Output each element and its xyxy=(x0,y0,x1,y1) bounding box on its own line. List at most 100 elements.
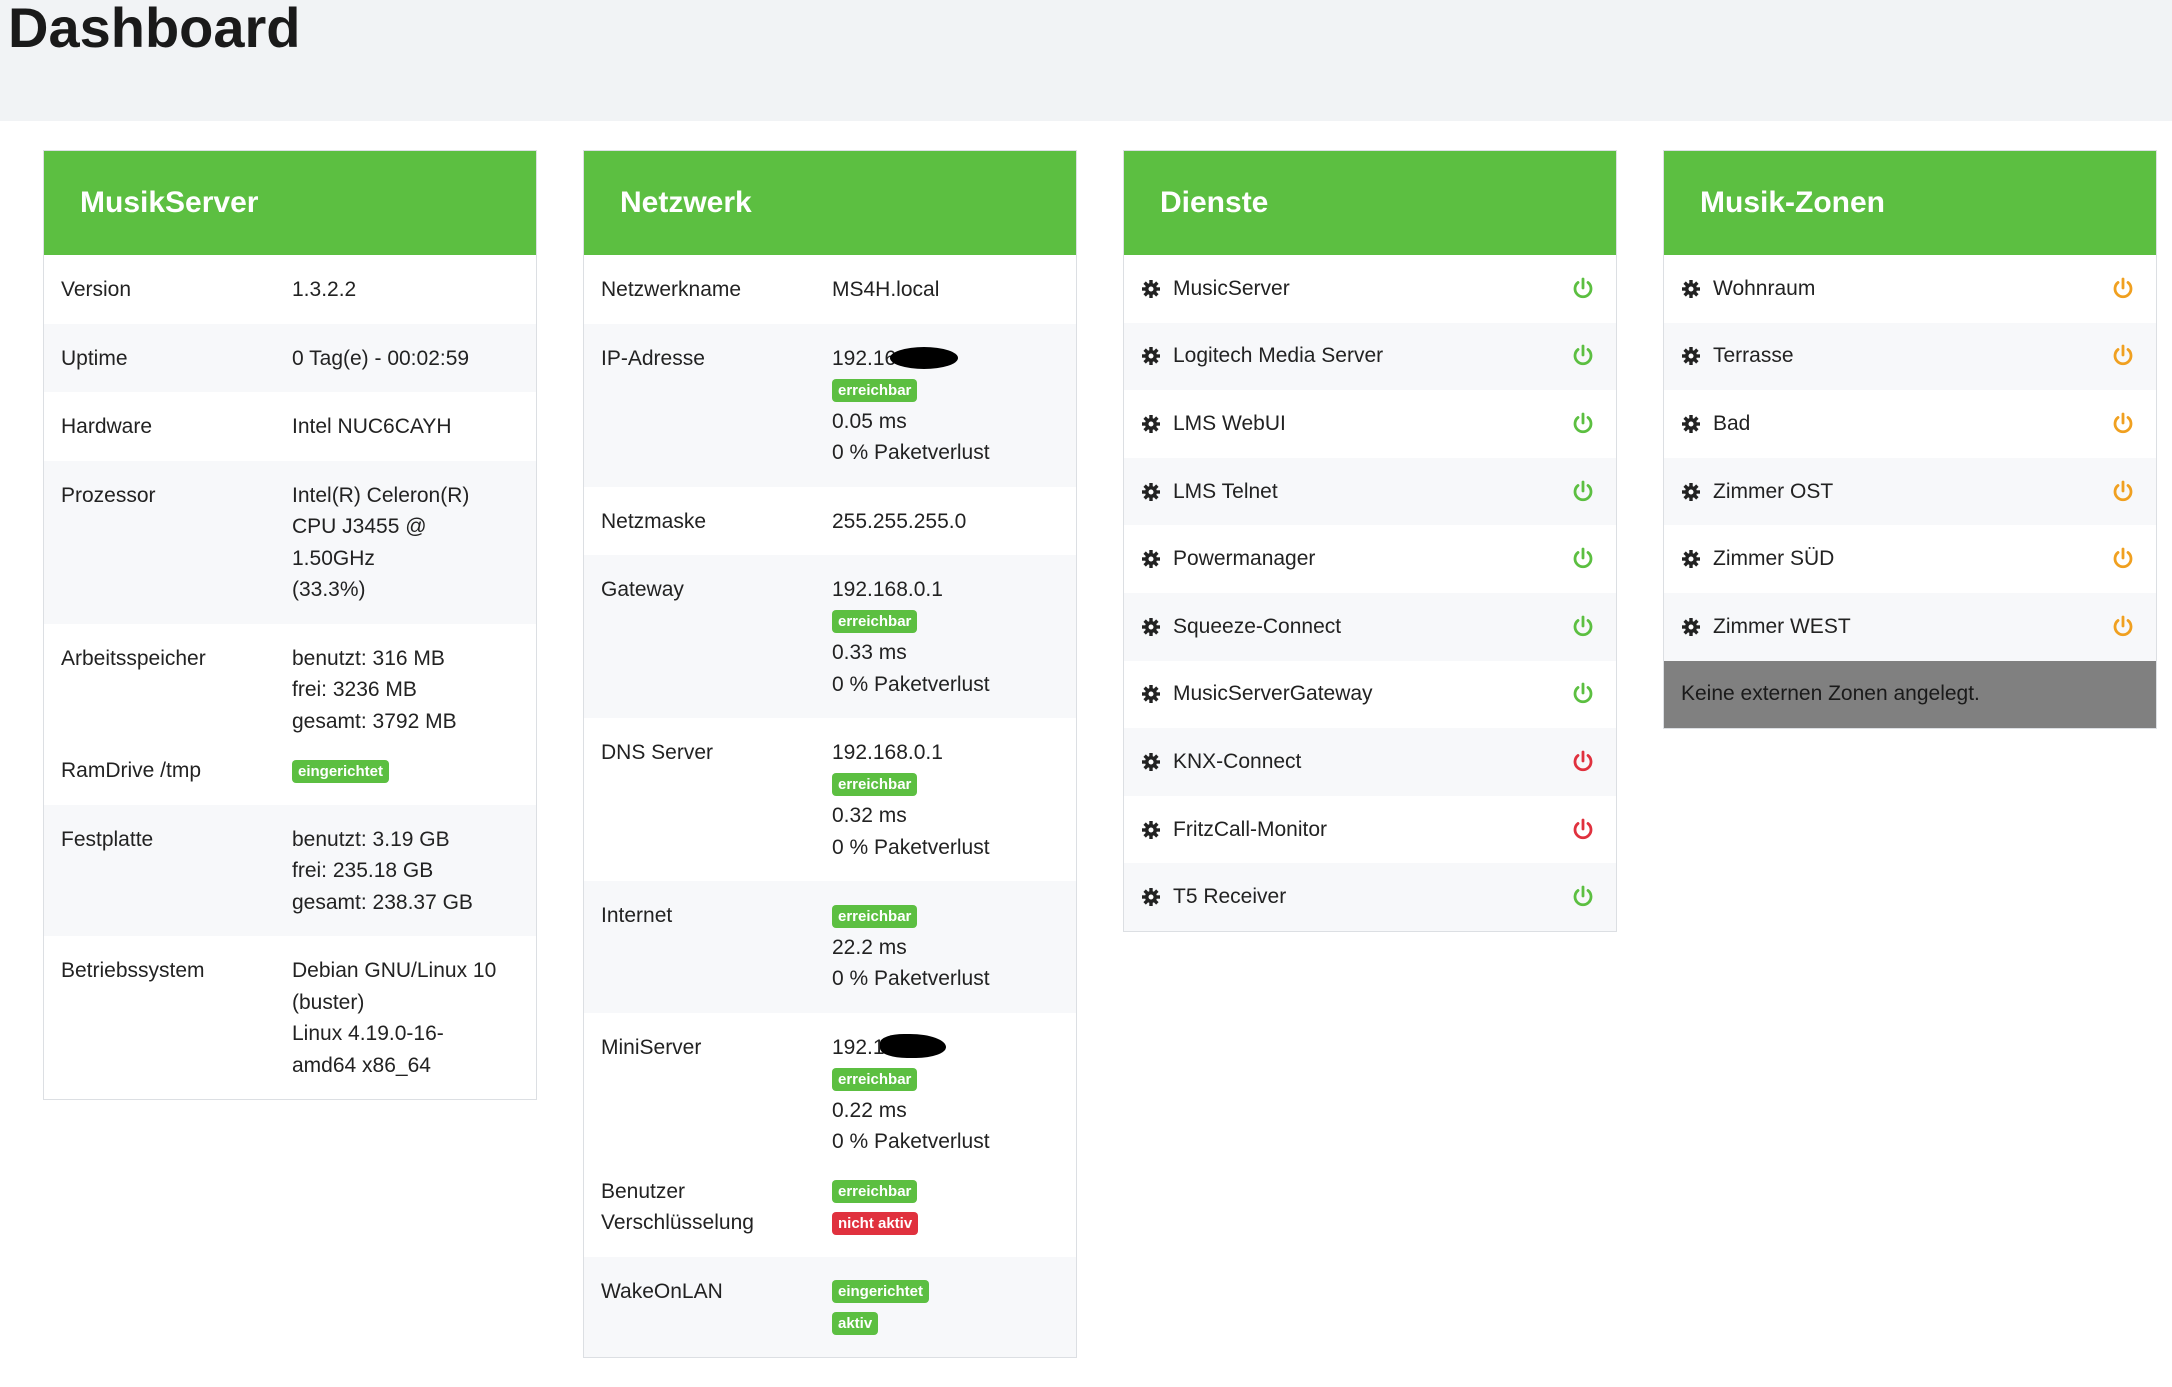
net-row-wakeonlan: WakeOnLAN eingerichtet aktiv xyxy=(584,1256,1076,1357)
power-icon[interactable] xyxy=(1570,411,1596,437)
packet-loss-value: 0 % Paketverlust xyxy=(832,672,990,696)
info-label: Prozessor xyxy=(61,483,156,507)
info-value: Intel NUC6CAYH xyxy=(292,415,452,438)
power-icon[interactable] xyxy=(1570,681,1596,707)
info-value: benutzt: 3.19 GB xyxy=(292,827,450,851)
status-badge: eingerichtet xyxy=(832,1280,930,1304)
gear-icon[interactable] xyxy=(1681,346,1701,366)
info-label: WakeOnLAN xyxy=(601,1279,723,1303)
service-name: MusicServerGateway xyxy=(1173,682,1373,706)
service-row[interactable]: LMS Telnet xyxy=(1124,457,1616,526)
power-icon[interactable] xyxy=(2110,614,2136,640)
service-name: KNX-Connect xyxy=(1173,749,1302,773)
info-value: benutzt: 316 MB xyxy=(292,646,445,670)
redaction-mark xyxy=(890,346,958,369)
gear-icon[interactable] xyxy=(1141,549,1161,569)
net-row-miniserver: MiniServer 192.16 erreichbar 0.22 ms 0 %… xyxy=(584,1013,1076,1176)
gear-icon[interactable] xyxy=(1141,279,1161,299)
info-label: Netzwerkname xyxy=(601,278,742,301)
power-icon[interactable] xyxy=(1570,479,1596,505)
power-icon[interactable] xyxy=(1570,343,1596,369)
service-row[interactable]: LMS WebUI xyxy=(1124,390,1616,458)
power-icon[interactable] xyxy=(2110,479,2136,505)
power-icon[interactable] xyxy=(2110,546,2136,572)
gear-icon[interactable] xyxy=(1681,482,1701,502)
dienste-card-title: Dienste xyxy=(1160,186,1269,219)
service-name: LMS Telnet xyxy=(1173,479,1278,503)
service-row[interactable]: KNX-Connect xyxy=(1124,728,1616,796)
power-icon[interactable] xyxy=(2110,343,2136,369)
gear-icon[interactable] xyxy=(1141,752,1161,772)
latency-value: 0.32 ms xyxy=(832,804,907,827)
zone-row[interactable]: Zimmer WEST xyxy=(1664,592,2156,661)
gear-icon[interactable] xyxy=(1681,617,1701,637)
status-badge: aktiv xyxy=(832,1311,879,1335)
musikserver-card-title: MusikServer xyxy=(80,186,259,219)
power-icon[interactable] xyxy=(1570,749,1596,775)
info-row-uptime: Uptime 0 Tag(e) - 00:02:59 xyxy=(44,323,536,392)
zone-row[interactable]: Wohnraum xyxy=(1664,255,2156,323)
info-label: MiniServer xyxy=(601,1035,702,1059)
power-icon[interactable] xyxy=(1570,884,1596,910)
info-row-prozessor: Prozessor Intel(R) Celeron(R) CPU J3455 … xyxy=(44,460,536,624)
gear-icon[interactable] xyxy=(1681,549,1701,569)
service-row[interactable]: FritzCall-Monitor xyxy=(1124,796,1616,864)
status-badge: erreichbar xyxy=(832,610,918,634)
info-value: Intel(R) Celeron(R) xyxy=(292,483,470,507)
status-badge: nicht aktiv xyxy=(832,1211,919,1235)
info-label: Arbeitsspeicher xyxy=(61,646,206,670)
gear-icon[interactable] xyxy=(1141,887,1161,907)
gear-icon[interactable] xyxy=(1141,617,1161,637)
zone-name: Zimmer OST xyxy=(1713,479,1834,503)
zonen-card: Musik-Zonen Wohnraum Terrasse Bad Zimmer OS… xyxy=(1663,150,2157,729)
zone-row[interactable]: Terrasse xyxy=(1664,322,2156,391)
power-icon[interactable] xyxy=(1570,276,1596,302)
power-icon[interactable] xyxy=(2110,411,2136,437)
zonen-card-title: Musik-Zonen xyxy=(1700,186,1885,219)
info-row-version: Version 1.3.2.2 xyxy=(44,255,536,324)
zone-list: Wohnraum Terrasse Bad Zimmer OST Zimmer SÜD Z… xyxy=(1664,255,2156,661)
zone-row[interactable]: Bad xyxy=(1664,390,2156,458)
info-label: Hardware xyxy=(61,415,153,438)
info-value: 192.168.0.1 xyxy=(832,741,943,764)
info-label: Gateway xyxy=(601,578,684,601)
info-value: 0 Tag(e) - 00:02:59 xyxy=(292,346,470,370)
gear-icon[interactable] xyxy=(1681,279,1701,299)
info-value: Debian GNU/Linux 10 xyxy=(292,959,497,982)
power-icon[interactable] xyxy=(1570,817,1596,843)
netzwerk-card-title: Netzwerk xyxy=(620,186,752,219)
info-label: Verschlüsselung xyxy=(601,1211,754,1234)
service-name: LMS WebUI xyxy=(1173,411,1286,435)
gear-icon[interactable] xyxy=(1141,820,1161,840)
zone-name: Wohnraum xyxy=(1713,276,1816,300)
service-row[interactable]: MusicServer xyxy=(1124,255,1616,323)
service-name: Powermanager xyxy=(1173,547,1316,571)
info-value: 1.3.2.2 xyxy=(292,278,357,301)
service-row[interactable]: Squeeze-Connect xyxy=(1124,592,1616,661)
service-row[interactable]: T5 Receiver xyxy=(1124,863,1616,931)
zone-row[interactable]: Zimmer SÜD xyxy=(1664,525,2156,593)
info-row-hardware: Hardware Intel NUC6CAYH xyxy=(44,392,536,461)
netzwerk-card-header: Netzwerk xyxy=(584,151,1076,255)
power-icon[interactable] xyxy=(2110,276,2136,302)
gear-icon[interactable] xyxy=(1141,482,1161,502)
packet-loss-value: 0 % Paketverlust xyxy=(832,967,990,990)
gear-icon[interactable] xyxy=(1141,346,1161,366)
service-name: Logitech Media Server xyxy=(1173,344,1384,368)
net-row-benutzer: Benutzer Verschlüsselung erreichbar nich… xyxy=(584,1176,1076,1257)
info-value: amd64 x86_64 xyxy=(292,1053,431,1077)
gear-icon[interactable] xyxy=(1681,414,1701,434)
service-row[interactable]: Logitech Media Server xyxy=(1124,322,1616,391)
info-label: Festplatte xyxy=(61,827,154,851)
power-icon[interactable] xyxy=(1570,546,1596,572)
page-title: Dashboard xyxy=(8,0,301,59)
packet-loss-value: 0 % Paketverlust xyxy=(832,1130,990,1153)
service-row[interactable]: Powermanager xyxy=(1124,525,1616,593)
info-label: IP-Adresse xyxy=(601,346,705,370)
zone-row[interactable]: Zimmer OST xyxy=(1664,457,2156,526)
service-row[interactable]: MusicServerGateway xyxy=(1124,661,1616,729)
gear-icon[interactable] xyxy=(1141,684,1161,704)
zone-name: Bad xyxy=(1713,411,1751,435)
power-icon[interactable] xyxy=(1570,614,1596,640)
gear-icon[interactable] xyxy=(1141,414,1161,434)
